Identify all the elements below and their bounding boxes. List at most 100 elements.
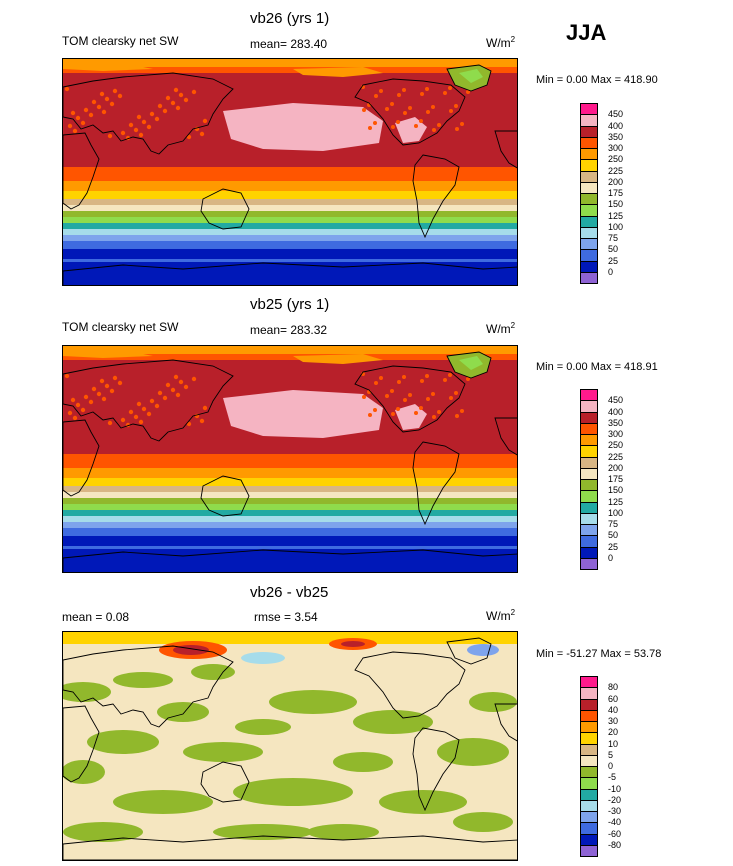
field-region [241,652,285,664]
field-speckle [368,413,372,417]
field-speckle [454,391,458,395]
coastline [63,132,100,210]
field-region [113,672,173,688]
colorbar-label: 400 [608,406,624,417]
field-speckle [432,128,436,132]
panel2-mean-label: mean= 283.32 [250,323,328,337]
field-speckle [117,380,123,386]
coastline [63,549,517,572]
field-speckle [408,393,412,397]
colorbar-label: 100 [608,221,624,232]
field-band [63,67,517,73]
field-region [269,690,357,714]
field-speckle [107,420,113,426]
field-speckle [149,398,155,404]
field-band [63,536,517,572]
field-speckle [408,106,412,110]
field-band [63,360,517,372]
panel2-title: vb25 (yrs 1) [250,296,330,313]
field-region [453,812,513,832]
field-band [63,181,517,191]
field-speckle [96,104,102,110]
field-speckle [449,109,453,113]
field-speckle [170,387,176,393]
panel1-units: W/m2 [486,35,516,50]
field-band [63,504,517,510]
field-speckle [202,405,208,411]
field-speckle [146,411,152,417]
field-speckle [173,87,179,93]
field-speckle [426,397,430,401]
panel1-left-label: TOM clearsky net SW [62,34,179,48]
field-band [63,522,517,528]
field-region [63,682,111,702]
field-band [63,546,517,549]
field-speckle [72,128,78,134]
field-band [63,498,517,504]
colorbar-label: 250 [608,154,624,165]
field-speckle [403,111,407,115]
colorbar-label: 50 [608,244,619,255]
field-speckle [107,133,113,139]
field-speckle [91,99,97,105]
field-speckle [162,395,168,401]
field-speckle [420,379,424,383]
colorbar-label: -5 [608,772,617,783]
field-region [469,692,517,712]
field-band [63,205,517,211]
field-speckle [385,394,389,398]
field-speckle [101,396,107,402]
field-band [63,217,517,223]
field-speckle [104,96,110,102]
field-region [157,702,209,722]
colorbar-label: 10 [608,738,619,749]
field-speckle [443,378,447,382]
field-speckle [419,119,423,123]
field-band [63,229,517,235]
field-speckle [402,375,406,379]
coastline [63,359,234,442]
field-speckle [397,380,401,384]
field-speckle [109,388,115,394]
field-speckle [448,373,452,377]
field-speckle [191,376,197,382]
coastline [494,417,517,456]
colorbar-label: 50 [608,530,619,541]
field-band [63,235,517,241]
colorbar-label: 200 [608,176,624,187]
colorbar-label: 400 [608,120,624,131]
field-speckle [460,409,464,413]
field-speckle [141,406,147,412]
field-speckle [173,374,179,380]
field-speckle [419,406,423,410]
field-speckle [99,91,105,97]
field-band [63,492,517,498]
coastline [63,419,100,497]
field-speckle [162,108,168,114]
colorbar-label: 350 [608,131,624,142]
field-speckle [175,392,181,398]
field-band [63,346,517,354]
field-speckle [443,91,447,95]
field-speckle [165,382,171,388]
colorbar-label: -20 [608,794,622,805]
field-region [87,730,159,754]
field-region [353,710,433,734]
field-speckle [91,386,97,392]
field-band [63,199,517,205]
field-speckle [183,384,189,390]
field-region [183,742,263,762]
field-speckle [178,92,184,98]
colorbar-label: 30 [608,716,619,726]
field-speckle [70,397,76,403]
field-band [63,167,517,181]
field-speckle [396,407,400,411]
colorbar-label: -10 [608,783,622,794]
field-speckle [136,401,142,407]
field-speckle [70,110,76,116]
field-region [307,824,379,840]
colorbar-label: 20 [608,727,619,738]
panel1-title: vb26 (yrs 1) [250,10,330,27]
colorbar-label: 225 [608,451,624,462]
field-speckle [157,390,163,396]
